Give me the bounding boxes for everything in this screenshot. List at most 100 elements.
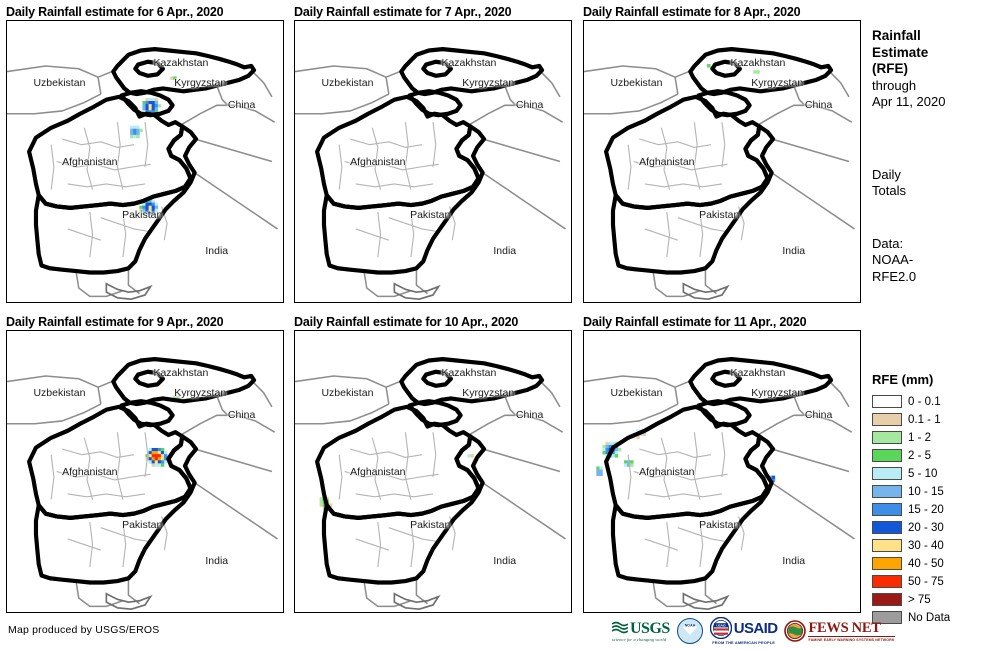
map-panel-7-apr-2020: Daily Rainfall estimate for 7 Apr., 2020… bbox=[294, 4, 572, 303]
fewsnet-rule bbox=[808, 635, 895, 637]
fewsnet-tagline: FAMINE EARLY WARNING SYSTEMS NETWORK bbox=[808, 637, 895, 642]
map-frame[interactable]: Kazakhstan Uzbekistan Kyrgyzstan China Afgha… bbox=[294, 20, 572, 303]
fewsnet-wordmark: FEWS NET bbox=[808, 619, 881, 636]
rainfall-raster bbox=[584, 21, 860, 302]
map-panel-9-apr-2020: Daily Rainfall estimate for 9 Apr., 2020… bbox=[6, 314, 284, 613]
legend-label: 30 - 40 bbox=[908, 539, 944, 552]
noaa-logo: NOAA bbox=[676, 617, 703, 645]
sidebar-through-label: through bbox=[872, 77, 917, 93]
legend-swatch bbox=[872, 413, 902, 426]
sidebar-title-line2: Estimate bbox=[872, 44, 929, 60]
legend-label: 50 - 75 bbox=[908, 575, 944, 588]
sidebar-totals: Daily Totals bbox=[872, 167, 983, 200]
rainfall-raster bbox=[295, 331, 571, 612]
info-sidebar: Rainfall Estimate (RFE) through Apr 11, … bbox=[872, 0, 983, 649]
rainfall-raster bbox=[7, 331, 283, 612]
sidebar-data-source-line1: NOAA- bbox=[872, 252, 914, 267]
legend-label: 0.1 - 1 bbox=[908, 413, 941, 426]
legend-swatch bbox=[872, 503, 902, 516]
map-frame[interactable]: Kazakhstan Uzbekistan Kyrgyzstan China Afgha… bbox=[583, 20, 861, 303]
legend-label: 2 - 5 bbox=[908, 449, 932, 462]
rainfall-raster bbox=[584, 331, 860, 612]
legend-item: 0 - 0.1 bbox=[872, 393, 983, 410]
usaid-tagline: FROM THE AMERICAN PEOPLE bbox=[712, 640, 775, 645]
svg-text:NOAA: NOAA bbox=[685, 623, 696, 627]
legend-label: 0 - 0.1 bbox=[908, 395, 941, 408]
usgs-wave-icon bbox=[612, 621, 628, 634]
legend-swatch bbox=[872, 521, 902, 534]
legend-item: 15 - 20 bbox=[872, 501, 983, 518]
legend-swatch bbox=[872, 449, 902, 462]
legend-items: 0 - 0.1 0.1 - 1 1 - 2 2 - 5 5 - 10 10 - 15 15 … bbox=[872, 393, 983, 626]
usaid-wordmark: USAID bbox=[733, 619, 778, 637]
legend-item: 30 - 40 bbox=[872, 537, 983, 554]
legend-label: 20 - 30 bbox=[908, 521, 944, 534]
usgs-logo: USGS science for a changing world bbox=[612, 617, 670, 645]
sidebar-data-label: Data: bbox=[872, 235, 904, 251]
panel-title: Daily Rainfall estimate for 8 Apr., 2020 bbox=[583, 5, 801, 19]
legend-title: RFE (mm) bbox=[872, 372, 934, 387]
map-panel-6-apr-2020: Daily Rainfall estimate for 6 Apr., 2020… bbox=[6, 4, 284, 303]
sidebar-title-line3: (RFE) bbox=[872, 61, 908, 76]
legend-item: No Data bbox=[872, 609, 983, 626]
noaa-seal-icon: NOAA bbox=[676, 618, 703, 644]
map-frame[interactable]: Kazakhstan Uzbekistan Kyrgyzstan China Afgha… bbox=[6, 20, 284, 303]
sidebar-title-line1: Rainfall bbox=[872, 28, 921, 43]
map-panel-8-apr-2020: Daily Rainfall estimate for 8 Apr., 2020… bbox=[583, 4, 861, 303]
legend-label: 10 - 15 bbox=[908, 485, 944, 498]
sidebar-totals-line1: Daily bbox=[872, 166, 901, 182]
rainfall-raster bbox=[7, 21, 283, 302]
map-frame[interactable]: Kazakhstan Uzbekistan Kyrgyzstan China Afgha… bbox=[294, 330, 572, 613]
legend-label: 1 - 2 bbox=[908, 431, 932, 444]
legend-swatch bbox=[872, 485, 902, 498]
legend-label: 15 - 20 bbox=[908, 503, 944, 516]
legend-item: 20 - 30 bbox=[872, 519, 983, 536]
panel-title: Daily Rainfall estimate for 9 Apr., 2020 bbox=[6, 315, 224, 329]
legend-item: > 75 bbox=[872, 591, 983, 608]
sidebar-totals-line2: Totals bbox=[872, 183, 906, 198]
sidebar-through-date: Apr 11, 2020 bbox=[872, 94, 946, 109]
legend-item: 50 - 75 bbox=[872, 573, 983, 590]
rfe-legend: RFE (mm) 0 - 0.1 0.1 - 1 1 - 2 2 - 5 5 - 10 1… bbox=[872, 372, 983, 627]
legend-label: 40 - 50 bbox=[908, 557, 944, 570]
sidebar-data-source: Data: NOAA- RFE2.0 bbox=[872, 236, 983, 286]
legend-item: 40 - 50 bbox=[872, 555, 983, 572]
usaid-seal-icon: USAID bbox=[709, 617, 732, 639]
legend-label: No Data bbox=[908, 611, 951, 624]
fewsnet-globe-icon bbox=[784, 620, 807, 642]
rainfall-raster bbox=[295, 21, 571, 302]
map-panel-10-apr-2020: Daily Rainfall estimate for 10 Apr., 202… bbox=[294, 314, 572, 613]
legend-swatch bbox=[872, 593, 902, 606]
legend-label: 5 - 10 bbox=[908, 467, 938, 480]
panel-title: Daily Rainfall estimate for 10 Apr., 202… bbox=[294, 315, 519, 329]
panel-title: Daily Rainfall estimate for 6 Apr., 2020 bbox=[6, 5, 224, 19]
fewsnet-logo: FEWS NET FAMINE EARLY WARNING SYSTEMS NE… bbox=[784, 617, 895, 645]
agency-logos: USGS science for a changing world NOAA bbox=[612, 616, 895, 646]
legend-item: 5 - 10 bbox=[872, 465, 983, 482]
legend-label: > 75 bbox=[908, 593, 931, 606]
legend-swatch bbox=[872, 395, 902, 408]
sidebar-data-source-line2: RFE2.0 bbox=[872, 268, 917, 284]
legend-swatch bbox=[872, 557, 902, 570]
svg-text:USAID: USAID bbox=[716, 624, 726, 628]
panel-title: Daily Rainfall estimate for 7 Apr., 2020 bbox=[294, 5, 512, 19]
legend-item: 1 - 2 bbox=[872, 429, 983, 446]
usgs-wordmark: USGS bbox=[630, 619, 670, 637]
legend-swatch bbox=[872, 431, 902, 444]
map-credit: Map produced by USGS/EROS bbox=[8, 624, 160, 636]
usgs-tagline: science for a changing world bbox=[612, 636, 667, 642]
legend-item: 10 - 15 bbox=[872, 483, 983, 500]
map-frame[interactable]: Kazakhstan Uzbekistan Kyrgyzstan China Afgha… bbox=[6, 330, 284, 613]
sidebar-title: Rainfall Estimate (RFE) bbox=[872, 28, 983, 78]
legend-swatch bbox=[872, 575, 902, 588]
legend-item: 0.1 - 1 bbox=[872, 411, 983, 428]
legend-swatch bbox=[872, 467, 902, 480]
panel-title: Daily Rainfall estimate for 11 Apr., 202… bbox=[583, 315, 807, 329]
map-panel-11-apr-2020: Daily Rainfall estimate for 11 Apr., 202… bbox=[583, 314, 861, 613]
usaid-logo: USAID USAID FROM THE AMERICAN PEOPLE bbox=[709, 617, 778, 645]
map-frame[interactable]: Kazakhstan Uzbekistan Kyrgyzstan China Afgha… bbox=[583, 330, 861, 613]
legend-swatch bbox=[872, 539, 902, 552]
legend-swatch bbox=[872, 611, 902, 624]
legend-item: 2 - 5 bbox=[872, 447, 983, 464]
